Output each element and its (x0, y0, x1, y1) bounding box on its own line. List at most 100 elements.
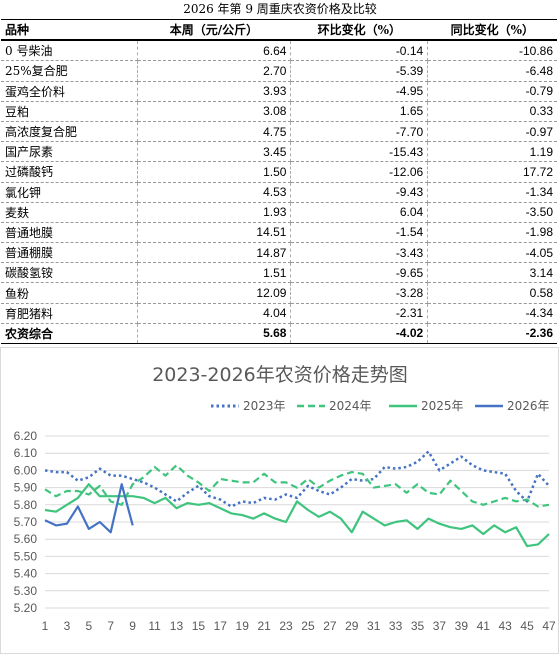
cell-wow: -15.43 (290, 141, 429, 163)
cell-price: 14.87 (137, 242, 292, 264)
cell-price: 2.70 (137, 60, 292, 82)
y-tick-label: 5.20 (14, 601, 38, 615)
cell-wow: -9.65 (290, 262, 429, 284)
x-tick-label: 35 (411, 619, 425, 633)
y-tick-label: 6.10 (14, 446, 38, 460)
table-row: 育肥猪料 4.04 -2.31 -4.34 (1, 303, 557, 324)
legend-label: 2024年 (329, 399, 372, 413)
x-tick-label: 3 (64, 619, 71, 633)
x-tick-label: 45 (520, 619, 534, 633)
x-tick-label: 23 (279, 619, 293, 633)
x-tick-label: 7 (107, 619, 114, 633)
cell-wow: -5.39 (290, 60, 429, 82)
x-tick-label: 11 (148, 619, 161, 633)
cell-wow: -3.43 (290, 242, 429, 264)
table-row: 蛋鸡全价料 3.93 -4.95 -0.79 (1, 81, 557, 102)
x-tick-label: 9 (129, 619, 136, 633)
cell-yoy: 0.33 (427, 101, 557, 122)
cell-item: 蛋鸡全价料 (1, 81, 138, 102)
x-tick-label: 47 (542, 619, 556, 633)
cell-item: 豆粕 (1, 101, 138, 122)
col-header-yoy: 同比变化（%） (427, 19, 557, 42)
cell-price: 1.93 (137, 202, 292, 223)
table-row: 鱼粉 12.09 -3.28 0.58 (1, 282, 557, 304)
cell-item: 高浓度复合肥 (1, 121, 138, 143)
x-tick-label: 5 (85, 619, 92, 633)
x-tick-label: 39 (455, 619, 469, 633)
cell-yoy: 1.19 (427, 141, 557, 163)
cell-yoy: 0.58 (427, 282, 557, 304)
cell-wow: -2.31 (290, 303, 429, 324)
table-row: 普通地膜 14.51 -1.54 -1.98 (1, 222, 557, 244)
cell-wow: -9.43 (290, 182, 429, 203)
x-tick-label: 41 (477, 619, 491, 633)
cell-wow: 1.65 (290, 101, 429, 122)
table-row: 碳酸氢铵 1.51 -9.65 3.14 (1, 262, 557, 284)
x-tick-label: 15 (192, 619, 206, 633)
cell-item: 氯化钾 (1, 182, 138, 203)
cell-item: 农资综合 (1, 323, 138, 345)
cell-wow: -4.95 (290, 81, 429, 102)
cell-wow: -3.28 (290, 282, 429, 304)
cell-price: 1.51 (137, 262, 292, 284)
cell-item: 25%复合肥 (1, 60, 138, 82)
cell-item: 国产尿素 (1, 141, 138, 163)
legend-label: 2023年 (243, 399, 286, 413)
table-row: 过磷酸钙 1.50 -12.06 17.72 (1, 161, 557, 183)
y-tick-label: 5.80 (14, 498, 38, 512)
cell-yoy: -1.34 (427, 182, 557, 203)
cell-yoy: 17.72 (427, 161, 557, 183)
cell-yoy: -10.86 (427, 40, 557, 62)
cell-price: 12.09 (137, 282, 292, 304)
cell-price: 4.53 (137, 182, 292, 203)
col-header-item: 品种 (1, 19, 138, 42)
series-line-2023年 (44, 450, 550, 508)
cell-yoy: -1.98 (427, 222, 557, 244)
cell-item: 普通地膜 (1, 222, 138, 244)
y-tick-label: 5.90 (14, 481, 38, 495)
x-tick-label: 27 (323, 619, 337, 633)
series-line-2026年 (44, 483, 134, 534)
table-row: 25%复合肥 2.70 -5.39 -6.48 (1, 60, 557, 82)
cell-price: 1.50 (137, 161, 292, 183)
cell-item: 0 号柴油 (1, 40, 138, 62)
table-row: 高浓度复合肥 4.75 -7.70 -0.97 (1, 121, 557, 143)
cell-price: 3.93 (137, 81, 292, 102)
series-line-2025年 (44, 483, 550, 548)
y-tick-label: 6.00 (14, 463, 38, 477)
cell-wow: -12.06 (290, 161, 429, 183)
cell-yoy: -0.97 (427, 121, 557, 143)
trend-chart: 2023-2026年农资价格走势图 5.20 5.30 5.40 5.50 5.60 5.7… (0, 347, 559, 654)
cell-price: 3.08 (137, 101, 292, 122)
table-row: 氯化钾 4.53 -9.43 -1.34 (1, 182, 557, 203)
table-row: 0 号柴油 6.64 -0.14 -10.86 (1, 40, 557, 62)
table-row: 麦麸 1.93 6.04 -3.50 (1, 202, 557, 223)
cell-wow: 6.04 (290, 202, 429, 223)
trend-chart-svg: 2023-2026年农资价格走势图 5.20 5.30 5.40 5.50 5.60 5.7… (14, 364, 556, 633)
table-body: 0 号柴油 6.64 -0.14 -10.86 25%复合肥 2.70 -5.39 -6.48… (1, 40, 557, 345)
cell-item: 普通棚膜 (1, 242, 138, 264)
y-tick-label: 5.40 (14, 567, 38, 581)
cell-yoy: -2.36 (427, 323, 557, 345)
y-tick-label: 5.30 (14, 584, 38, 598)
x-tick-label: 19 (236, 619, 250, 633)
x-tick-label: 1 (42, 619, 49, 633)
cell-item: 鱼粉 (1, 282, 138, 304)
legend-label: 2026年 (507, 399, 550, 413)
x-tick-label: 17 (214, 619, 228, 633)
chart-title: 2023-2026年农资价格走势图 (152, 364, 408, 386)
table-row: 国产尿素 3.45 -15.43 1.19 (1, 141, 557, 163)
table-total-row: 农资综合 5.68 -4.02 -2.36 (1, 323, 557, 345)
x-tick-label: 13 (170, 619, 184, 633)
y-tick-label: 5.70 (14, 515, 38, 529)
y-tick-label: 5.60 (14, 532, 38, 546)
cell-item: 碳酸氢铵 (1, 262, 138, 284)
cell-price: 3.45 (137, 141, 292, 163)
y-tick-label: 6.20 (14, 429, 38, 443)
cell-yoy: -0.79 (427, 81, 557, 102)
col-header-wow: 环比变化（%） (290, 19, 428, 42)
report-title: 2026 年第 9 周重庆农资价格及比较 (183, 2, 377, 16)
cell-wow: -1.54 (290, 222, 429, 244)
table-row: 普通棚膜 14.87 -3.43 -4.05 (1, 242, 557, 264)
cell-yoy: -6.48 (427, 60, 557, 82)
